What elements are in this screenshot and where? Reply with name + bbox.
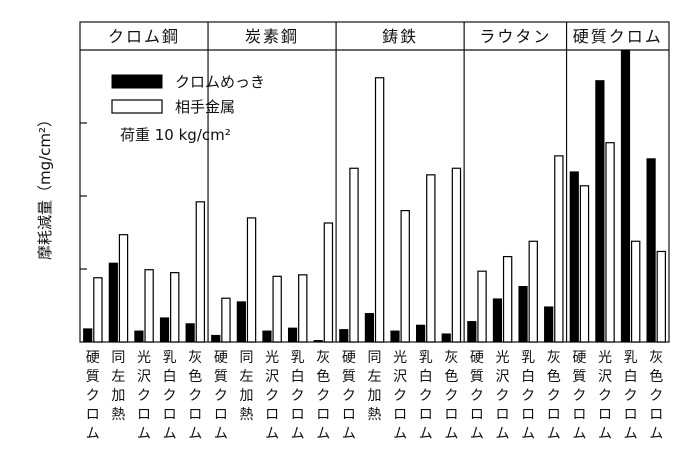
bar-chrome-plating: [185, 323, 195, 343]
bar-chrome-plating: [646, 158, 656, 343]
category-label: 光沢クロム: [393, 350, 407, 442]
category-label: 乳白クロム: [163, 350, 177, 442]
group-header-label: クロム鋼: [108, 27, 180, 46]
category-label: 灰色クロム: [649, 350, 663, 442]
category-label: 同左加熱: [368, 350, 382, 423]
bar-chrome-plating: [108, 262, 118, 343]
bar-chrome-plating: [620, 49, 631, 343]
group-header-label: ラウタン: [479, 27, 551, 46]
bar-chrome-plating: [544, 306, 554, 343]
legend-label-counter-metal: 相手金属: [175, 98, 235, 116]
category-label: 光沢クロム: [598, 350, 612, 442]
bar-counter-metal: [118, 234, 129, 343]
bar-chrome-plating: [390, 330, 400, 343]
category-label: 灰色クロム: [188, 350, 202, 442]
bar-chrome-plating: [313, 340, 323, 343]
bar-counter-metal: [451, 167, 462, 343]
bar-counter-metal: [528, 240, 538, 343]
bar-counter-metal: [400, 210, 410, 343]
bar-counter-metal: [579, 185, 590, 343]
legend: クロムめっき 相手金属 荷重 10 kg/cm²: [111, 73, 265, 144]
category-label: 硬質クロム: [214, 350, 228, 442]
bar-chrome-plating: [83, 328, 93, 343]
category-label: 灰色クロム: [444, 350, 458, 442]
category-label: 乳白クロム: [291, 350, 305, 442]
group-header-label: 炭素鋼: [245, 27, 299, 46]
bar-counter-metal: [426, 174, 436, 343]
bar-chrome-plating: [416, 324, 426, 343]
bar-counter-metal: [195, 201, 206, 343]
category-label: 灰色クロム: [316, 350, 330, 442]
bar-counter-metal: [246, 217, 257, 343]
category-label: 光沢クロム: [496, 350, 510, 442]
group-header-label: 硬質クロム: [573, 27, 663, 46]
bar-counter-metal: [374, 77, 385, 343]
category-label: 硬質クロム: [572, 350, 586, 442]
bar-chrome-plating: [492, 298, 503, 343]
plot-frame: [79, 21, 670, 343]
category-label: 乳白クロム: [624, 350, 638, 442]
category-label: 同左加熱: [111, 350, 125, 423]
bar-chrome-plating: [134, 330, 144, 343]
bar-counter-metal: [272, 275, 282, 343]
bar-chrome-plating: [159, 317, 170, 343]
bar-counter-metal: [605, 142, 615, 343]
category-label: 硬質クロム: [470, 350, 484, 442]
bar-chrome-plating: [518, 286, 528, 343]
bar-counter-metal: [93, 277, 103, 343]
y-axis-label: 摩耗減量（mg/cm²）: [36, 112, 54, 260]
bar-counter-metal: [170, 272, 180, 343]
bar-chrome-plating: [441, 333, 451, 343]
category-label: 灰色クロム: [547, 350, 561, 442]
bar-counter-metal: [221, 297, 231, 343]
bar-counter-metal: [554, 155, 564, 343]
bar-chrome-plating: [364, 313, 374, 343]
bar-groups: クロム鋼硬質クロム同左加熱光沢クロム乳白クロム灰色クロム炭素鋼硬質クロム同左加熱…: [83, 22, 666, 442]
bar-counter-metal: [298, 274, 308, 343]
load-annotation: 荷重 10 kg/cm²: [120, 126, 231, 144]
legend-swatch-chrome-plating: [111, 74, 163, 89]
bar-counter-metal: [477, 270, 487, 343]
bar-chrome-plating: [569, 171, 579, 343]
bar-chrome-plating: [339, 329, 349, 343]
bar-chrome-plating: [467, 321, 477, 343]
category-label: 乳白クロム: [419, 350, 433, 442]
bar-chrome-plating: [287, 327, 298, 343]
legend-swatch-counter-metal: [111, 99, 163, 114]
y-axis-ticks: [80, 122, 87, 270]
bar-chrome-plating: [236, 301, 246, 343]
category-label: 光沢クロム: [137, 350, 151, 442]
bar-counter-metal: [656, 250, 666, 343]
bar-counter-metal: [630, 240, 641, 343]
bar-counter-metal: [349, 167, 359, 343]
bar-counter-metal: [323, 222, 334, 343]
category-label: 光沢クロム: [265, 350, 279, 442]
category-label: 硬質クロム: [86, 350, 100, 442]
bar-counter-metal: [144, 269, 154, 343]
category-label: 乳白クロム: [521, 350, 535, 442]
legend-label-chrome-plating: クロムめっき: [175, 73, 265, 91]
bar-chrome-plating: [262, 330, 272, 343]
category-label: 同左加熱: [239, 350, 253, 423]
category-label: 硬質クロム: [342, 350, 356, 442]
bar-chrome-plating: [211, 334, 221, 343]
bar-counter-metal: [502, 255, 513, 343]
bar-chrome-plating: [595, 80, 605, 343]
group-header-label: 鋳鉄: [382, 27, 418, 46]
